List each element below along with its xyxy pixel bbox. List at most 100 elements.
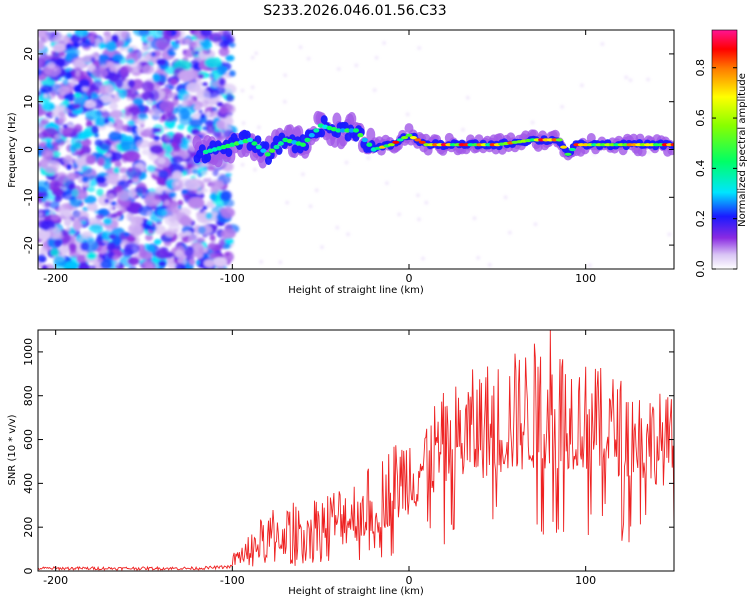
noise-cell (146, 165, 157, 172)
noise-cell (92, 67, 109, 79)
noise-cell (132, 130, 139, 138)
noise-cell (175, 263, 187, 269)
noise-cell (61, 127, 78, 138)
ridge-core-cell (418, 140, 426, 144)
noise-cell (175, 181, 180, 186)
noise-cell (335, 225, 340, 230)
noise-cell (132, 97, 144, 106)
noise-cell (346, 232, 351, 237)
noise-cell (172, 170, 183, 180)
noise-cell (145, 127, 154, 135)
noise-cell (72, 210, 90, 222)
ridge-core-cell (366, 142, 373, 147)
noise-cell (184, 245, 194, 257)
noise-cell (122, 150, 141, 163)
noise-cell (217, 65, 228, 76)
noise-cell (43, 116, 51, 121)
ridge-core-cell (335, 128, 342, 133)
noise-cell (96, 117, 107, 127)
noise-cell (72, 42, 81, 48)
noise-cell (191, 168, 199, 175)
noise-cell (49, 209, 55, 215)
noise-cell (184, 179, 202, 191)
noise-cell (179, 216, 193, 227)
noise-cell (55, 116, 59, 121)
noise-cell (51, 150, 61, 158)
noise-cell (112, 255, 120, 261)
noise-cell (62, 156, 74, 164)
noise-cell (159, 100, 175, 112)
noise-cell (131, 79, 144, 90)
noise-cell (124, 109, 131, 117)
noise-cell (126, 235, 136, 243)
noise-cell (75, 150, 80, 155)
noise-cell (76, 254, 88, 264)
noise-cell (222, 30, 232, 40)
noise-cell (38, 254, 47, 263)
noise-cell (282, 99, 287, 104)
noise-cell (66, 46, 80, 59)
noise-cell (221, 228, 236, 239)
noise-cell (278, 260, 283, 265)
noise-cell (121, 76, 126, 82)
noise-cell (186, 163, 193, 170)
noise-cell (219, 106, 229, 115)
ridge-mid-cell (320, 115, 328, 125)
noise-cell (112, 206, 116, 211)
noise-cell (63, 217, 72, 227)
noise-cell (85, 109, 102, 121)
noise-cell (170, 78, 178, 85)
noise-cell (201, 99, 209, 108)
noise-cell (416, 193, 420, 198)
noise-cell (38, 122, 45, 132)
ridge-core-cell (405, 133, 413, 137)
noise-cell (116, 262, 120, 267)
noise-cell (533, 222, 538, 227)
noise-cell (65, 139, 70, 144)
noise-cell (66, 163, 72, 170)
noise-cell (397, 212, 402, 217)
noise-cell (53, 255, 66, 267)
noise-cell (58, 86, 71, 95)
noise-cell (49, 179, 61, 192)
noise-cell (79, 241, 90, 252)
noise-cell (198, 109, 203, 114)
colorbar-tick-label: 0.8 (694, 59, 707, 77)
noise-cell (126, 125, 135, 133)
colorbar-ticks: 0.0 0.2 0.4 0.6 0.8 (694, 59, 737, 278)
noise-cell (91, 124, 99, 135)
noise-cell (82, 55, 93, 63)
colorbar-tick-label: 0.4 (694, 160, 707, 178)
ridge-core-cell (396, 138, 404, 142)
ridge-core-cell (670, 143, 674, 147)
noise-cell (104, 198, 110, 204)
noise-cell (171, 155, 184, 164)
spectrogram-cells (38, 30, 674, 269)
noise-cell (133, 30, 148, 37)
noise-cell (208, 72, 215, 79)
noise-cell (103, 174, 119, 184)
noise-cell (231, 34, 235, 39)
noise-cell (156, 208, 168, 217)
noise-cell (579, 83, 584, 88)
noise-cell (178, 108, 191, 120)
ridge-mid-cell (344, 132, 352, 142)
ridge-core-cell (353, 128, 359, 133)
x-tick-label: -200 (43, 272, 68, 285)
x-tick-label: -100 (220, 574, 245, 587)
snr-ylabel: SNR (10 * v/v) (7, 414, 18, 485)
ridge-core-cell (357, 133, 364, 138)
ridge-core-cell (300, 142, 306, 147)
ridge-mid-cell (204, 153, 212, 163)
noise-cell (77, 131, 87, 140)
noise-cell (146, 211, 152, 217)
noise-cell (121, 174, 128, 181)
noise-cell (384, 181, 389, 186)
noise-cell (204, 57, 223, 69)
noise-cell (77, 237, 84, 243)
ridge-mid-cell (318, 128, 326, 138)
noise-cell (54, 133, 62, 140)
noise-cell (115, 78, 124, 89)
noise-cell (81, 138, 92, 147)
